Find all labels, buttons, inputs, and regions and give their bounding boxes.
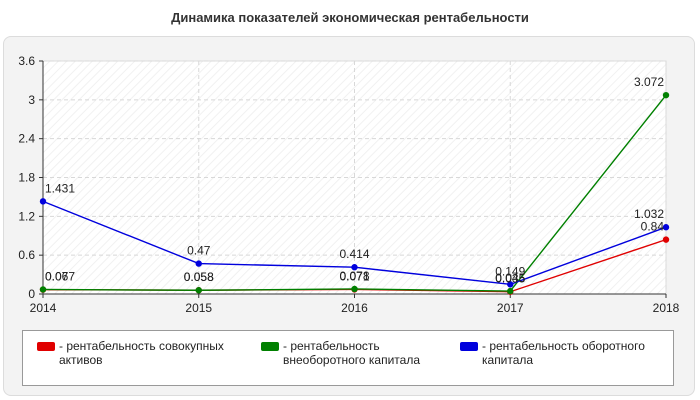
data-point [662, 224, 670, 231]
y-tick-label: 2.4 [18, 132, 35, 146]
legend-swatch-blue [460, 342, 478, 351]
grid-layer [43, 60, 667, 294]
data-point [351, 264, 358, 271]
chart-svg: 0 0.6 1.2 1.8 2.4 3 3.6 2014 2015 2016 2017 2018 0.… [18, 54, 679, 315]
data-label: 1.032 [634, 207, 664, 221]
data-label: 0.058 [184, 270, 214, 284]
data-point [39, 198, 47, 205]
legend-swatch-green [261, 342, 279, 351]
data-label: 3.072 [634, 75, 664, 89]
data-point [507, 281, 514, 288]
legend-label: - рентабельность внеоборотного капитала [283, 339, 420, 367]
data-label: 0.149 [495, 264, 525, 278]
y-tick-label: 3.6 [18, 54, 35, 68]
data-label: 0.47 [187, 244, 211, 258]
chart-legend: - рентабельность совокупных активов - ре… [22, 330, 674, 386]
data-point [351, 285, 358, 293]
legend-label: - рентабельность совокупных активов [59, 339, 224, 367]
data-label: 0.84 [641, 220, 665, 234]
x-tick-label: 2017 [497, 301, 524, 315]
y-tick-label: 1.2 [18, 209, 35, 223]
data-point [195, 260, 202, 267]
data-point [662, 91, 670, 99]
data-point [662, 236, 670, 243]
data-label: 0.078 [339, 269, 369, 283]
data-label: 0.414 [339, 247, 369, 261]
data-label: 1.431 [45, 181, 75, 195]
data-label: 0.058 [184, 270, 214, 284]
series-layer [39, 91, 670, 295]
legend-swatch-red [37, 342, 55, 351]
data-point [507, 287, 514, 295]
data-point [39, 286, 47, 293]
x-tick-label: 2018 [653, 301, 680, 315]
data-point [195, 287, 202, 294]
chart-title: Динамика показателей экономическая рента… [171, 10, 529, 25]
data-label: 0.071 [339, 269, 369, 283]
y-tick-label: 0.6 [18, 248, 35, 262]
y-tick-label: 0 [28, 287, 35, 301]
data-label: 0.035 [495, 272, 525, 286]
x-tick-label: 2016 [341, 301, 368, 315]
y-tick-label: 1.8 [18, 171, 35, 185]
x-tick-label: 2015 [185, 301, 212, 315]
data-label: 0.07 [45, 269, 69, 283]
axis-layer: 0 0.6 1.2 1.8 2.4 3 3.6 2014 2015 2016 2017 2018 [18, 54, 679, 315]
x-tick-label: 2014 [30, 301, 57, 315]
data-label: 0.067 [45, 270, 75, 284]
y-tick-label: 3 [28, 93, 35, 107]
data-label: 0.045 [495, 271, 525, 285]
legend-label: - рентабельность оборотного капитала [482, 339, 645, 367]
